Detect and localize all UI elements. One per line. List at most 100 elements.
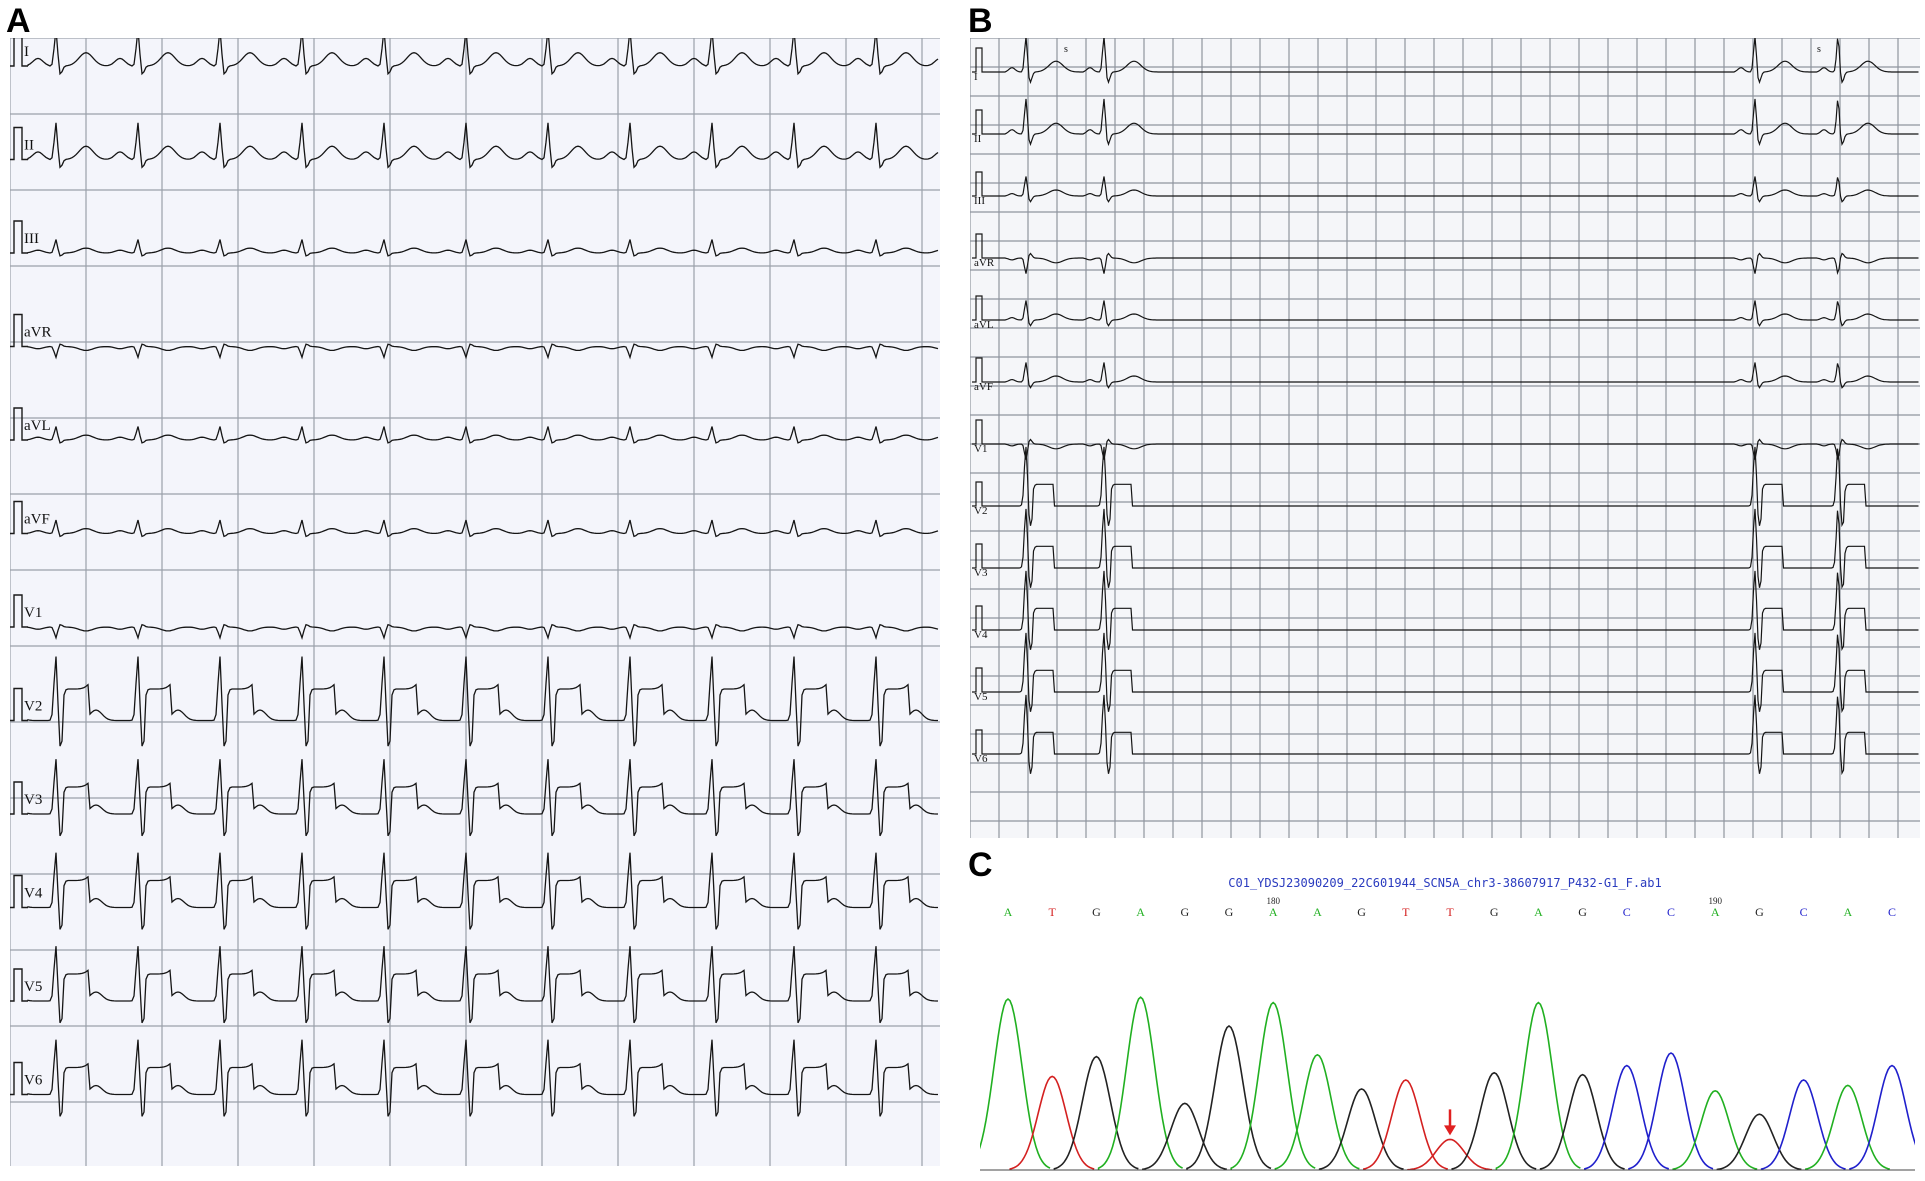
base-call-g: G [1755, 905, 1764, 919]
ecg-trace-avf [990, 362, 1919, 389]
calibration-pulse [972, 481, 990, 507]
ecg-trace-v3 [27, 759, 938, 837]
lead-label: aVL [974, 319, 994, 331]
lead-label: V2 [24, 699, 42, 715]
peak-a [1097, 996, 1183, 1170]
lead-label: II [24, 138, 34, 154]
base-call-t: T [1402, 905, 1410, 919]
lead-label: aVR [974, 257, 995, 269]
lead-label: aVF [974, 381, 993, 393]
ecg-trace-avf [27, 519, 939, 538]
ecg-trace-i [990, 36, 1919, 85]
base-call-c: C [1623, 905, 1631, 919]
position-label: 180 [1266, 896, 1280, 906]
ecg-trace-avl [27, 426, 939, 444]
base-call-g: G [1490, 905, 1499, 919]
lead-label: V1 [974, 443, 987, 455]
lead-label: III [24, 231, 39, 247]
lead-label: I [24, 44, 29, 60]
base-call-a: A [1711, 905, 1720, 919]
variant-arrow-icon [1444, 1125, 1456, 1136]
ecg-trace-v5 [990, 632, 1919, 714]
panel-label-c: C [968, 846, 993, 884]
peak-t [1009, 1075, 1095, 1170]
ecg-b-grid [969, 37, 1920, 838]
base-call-g: G [1225, 905, 1234, 919]
peak-t [1407, 1138, 1493, 1171]
calibration-pulse [972, 47, 990, 73]
ecg-trace-avr [990, 252, 1919, 275]
calibration-pulse [10, 500, 28, 535]
chromatogram-svg: A T G A G G A A G T T G A G C C A G C A C 180 190 [965, 896, 1925, 1171]
peak-g [1539, 1073, 1625, 1170]
lead-label: V2 [974, 505, 987, 517]
lead-label: V6 [974, 753, 988, 765]
calibration-pulse [972, 605, 990, 631]
peak-a [1495, 1001, 1581, 1170]
calibration-pulse [972, 233, 990, 259]
peak-g [1142, 1102, 1227, 1171]
ecg-panel-a: I II III aVR aVL aVF V1 V2 V3 V4 V5 V6 [9, 29, 940, 1166]
calibration-pulse [972, 419, 990, 445]
chromatogram-panel-c: A T G A G G A A G T T G A G C C A G C A C 180 190 [965, 880, 1925, 1176]
peak-a [1230, 1001, 1316, 1170]
peak-g [1186, 1025, 1272, 1170]
ecg-trace-v4 [990, 570, 1919, 652]
lead-label: V3 [24, 792, 42, 808]
base-call-a: A [1004, 905, 1013, 919]
calibration-pulse [972, 295, 990, 321]
calibration-pulse [10, 874, 28, 909]
peak-g [1318, 1088, 1404, 1170]
calibration-pulse [10, 313, 28, 348]
calibration-pulse [10, 407, 28, 441]
base-call-g: G [1578, 905, 1587, 919]
base-call-a: A [1313, 905, 1322, 919]
base-call-a: A [1843, 905, 1852, 919]
ecg-trace-v4 [27, 852, 938, 930]
ecg-trace-ii [27, 122, 939, 169]
lead-label: V4 [24, 886, 43, 902]
calibration-pulse [10, 594, 28, 628]
calibration-pulse [10, 781, 28, 815]
beat-marker-s: s [1064, 44, 1068, 55]
base-call-g: G [1092, 905, 1101, 919]
ecg-b-paper [970, 38, 1920, 838]
calibration-pulse [972, 109, 990, 135]
lead-label: I [974, 71, 978, 83]
base-call-g: G [1180, 905, 1189, 919]
peak-a [965, 997, 1051, 1170]
base-call-t: T [1049, 905, 1057, 919]
ecg-trace-v2 [27, 656, 938, 747]
calibration-pulse [10, 220, 28, 254]
calibration-pulse [10, 968, 28, 1002]
calibration-pulse [10, 687, 28, 722]
base-call-t: T [1446, 905, 1454, 919]
calibration-pulse [972, 171, 990, 197]
lead-label: aVL [24, 418, 51, 434]
lead-label: V6 [24, 1073, 43, 1089]
base-call-c: C [1800, 905, 1808, 919]
lead-label: V3 [974, 567, 988, 579]
ecg-trace-v6 [27, 1039, 938, 1117]
peak-a [1672, 1089, 1758, 1170]
lead-label: V5 [24, 979, 42, 995]
position-label: 190 [1708, 896, 1722, 906]
ecg-trace-avr [27, 343, 939, 360]
calibration-pulse [972, 729, 990, 755]
peak-a [1805, 1084, 1890, 1170]
ecg-trace-iii [27, 239, 939, 257]
lead-label: II [974, 133, 982, 145]
base-call-c: C [1667, 905, 1675, 919]
peak-c [1628, 1052, 1714, 1170]
ecg-trace-v6 [990, 694, 1919, 776]
ecg-trace-v5 [27, 946, 938, 1024]
ecg-trace-iii [990, 176, 1919, 203]
calibration-pulse [10, 1061, 28, 1096]
peak-g [1053, 1055, 1139, 1170]
calibration-pulse [10, 126, 28, 161]
ecg-trace-ii [990, 98, 1919, 147]
lead-label: V4 [974, 629, 988, 641]
ecg-trace-v1 [990, 438, 1919, 461]
peak-a [1274, 1053, 1360, 1170]
